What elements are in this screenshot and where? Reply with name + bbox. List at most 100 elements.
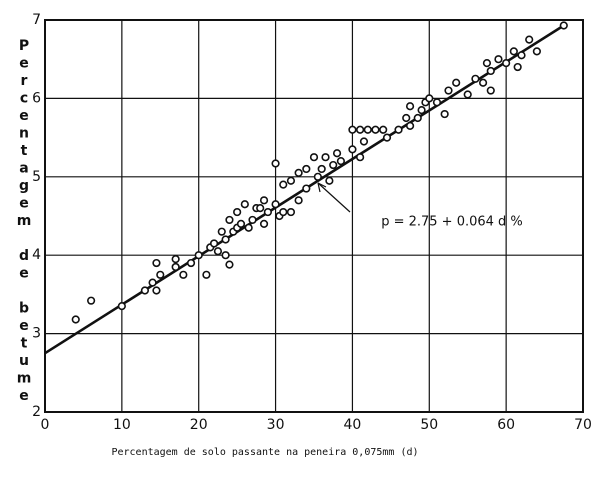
data-point <box>452 78 461 87</box>
data-point <box>87 296 96 305</box>
data-point <box>279 207 288 217</box>
data-point <box>271 159 280 168</box>
data-point <box>356 153 365 162</box>
data-point <box>259 219 269 228</box>
data-point <box>233 207 242 217</box>
data-point <box>325 176 334 185</box>
x-tick-label: 30 <box>267 417 285 433</box>
data-point <box>152 258 161 268</box>
data-point <box>236 219 246 228</box>
data-point <box>321 153 330 162</box>
data-point <box>513 62 522 72</box>
data-point <box>286 176 296 185</box>
data-point <box>332 149 342 158</box>
data-point <box>402 113 411 123</box>
data-point <box>463 90 472 99</box>
data-point <box>171 255 180 264</box>
data-point <box>294 168 303 177</box>
data-point <box>329 160 338 170</box>
data-point <box>271 200 280 209</box>
data-point <box>532 47 541 56</box>
data-point <box>363 125 372 134</box>
y-tick-label: 4 <box>32 247 41 263</box>
x-tick-label: 50 <box>420 417 438 433</box>
data-point <box>379 125 388 134</box>
data-point <box>413 113 422 123</box>
data-point <box>248 215 257 225</box>
data-point <box>425 94 434 103</box>
data-point <box>202 270 211 279</box>
y-axis-label: Percentagem de betume <box>16 38 32 406</box>
data-point <box>213 247 223 256</box>
x-tick-label: 0 <box>41 417 50 433</box>
annotation-arrow <box>317 182 351 213</box>
data-point <box>152 286 161 295</box>
data-point <box>417 106 426 115</box>
data-point <box>244 223 253 232</box>
data-point <box>279 180 288 189</box>
data-point <box>179 270 188 279</box>
data-point <box>217 227 226 236</box>
x-tick-label: 70 <box>574 417 592 433</box>
data-point <box>348 125 357 134</box>
data-point <box>302 164 311 174</box>
data-point <box>394 125 403 134</box>
data-point <box>471 74 480 83</box>
data-point <box>382 133 392 142</box>
data-point <box>209 239 219 248</box>
data-point <box>240 200 249 209</box>
y-tick-label: 5 <box>32 169 41 185</box>
data-point <box>486 86 495 95</box>
data-point <box>317 164 326 174</box>
x-axis-label: Percentagem de solo passante na peneira … <box>111 447 418 458</box>
y-tick-label: 7 <box>32 12 41 28</box>
arrow-head <box>317 182 327 193</box>
plot-frame <box>44 19 584 413</box>
data-point <box>502 59 511 68</box>
annotation: p = 2.75 + 0.064 d % <box>381 215 523 230</box>
data-point <box>313 172 322 181</box>
data-point <box>156 270 165 279</box>
data-point <box>263 207 272 217</box>
x-tick-label: 60 <box>497 417 515 433</box>
data-point <box>336 157 346 166</box>
data-point <box>494 55 503 64</box>
x-tick-label: 20 <box>190 417 208 433</box>
data-point <box>559 21 568 30</box>
y-tick-label: 2 <box>32 404 41 420</box>
data-point <box>486 66 495 76</box>
data-point <box>482 59 492 68</box>
data-point <box>221 251 230 260</box>
data-point <box>186 258 196 268</box>
data-point <box>225 215 234 225</box>
data-point <box>359 137 369 146</box>
data-point <box>302 184 311 193</box>
data-point <box>71 315 80 324</box>
data-point <box>256 204 265 213</box>
data-point <box>525 35 534 44</box>
data-point <box>294 196 303 205</box>
data-point <box>225 260 234 269</box>
data-point <box>371 125 380 134</box>
data-point <box>432 98 442 107</box>
data-point <box>286 207 296 217</box>
y-tick-label: 3 <box>32 326 41 342</box>
data-point <box>221 235 230 244</box>
data-point <box>117 302 126 311</box>
data-point <box>356 125 365 134</box>
y-tick-label: 6 <box>32 90 41 106</box>
data-point <box>444 86 453 95</box>
data-point <box>348 145 357 154</box>
data-point <box>440 109 449 119</box>
data-point <box>517 51 526 60</box>
data-point <box>509 47 518 56</box>
x-tick-label: 40 <box>344 417 362 433</box>
data-point <box>478 78 488 87</box>
x-tick-label: 10 <box>113 417 131 433</box>
data-point <box>194 251 203 260</box>
data-point <box>309 153 319 162</box>
data-point <box>140 286 150 295</box>
data-point <box>148 278 157 287</box>
